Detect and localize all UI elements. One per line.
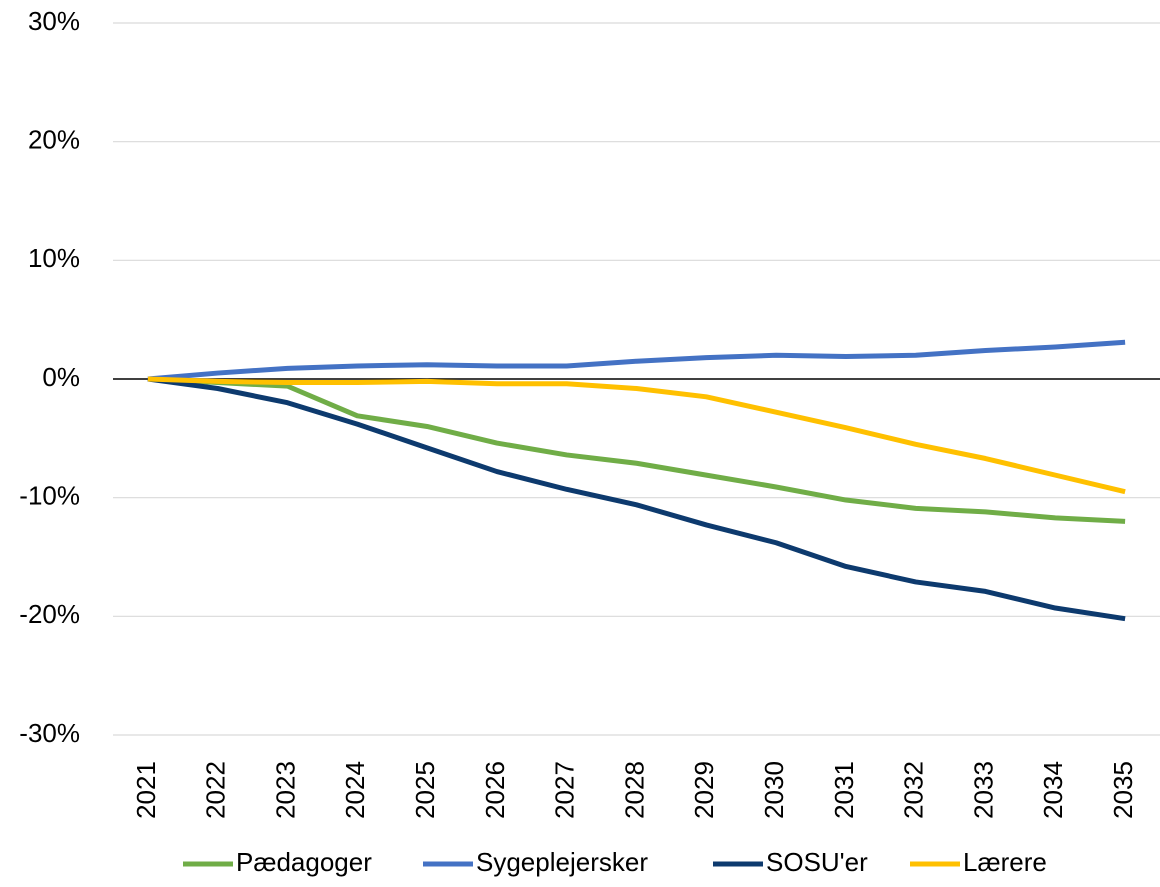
x-tick-label: 2035: [1108, 761, 1138, 819]
series-line: [147, 339, 1126, 382]
x-tick-label: 2028: [619, 761, 649, 819]
series-line: [147, 376, 1126, 495]
series-line: [147, 376, 1126, 524]
x-tick-label: 2031: [829, 761, 859, 819]
legend-label: Pædagoger: [236, 847, 372, 877]
legend-label: Lærere: [963, 847, 1047, 877]
x-tick-label: 2027: [550, 761, 580, 819]
y-tick-label: -20%: [19, 599, 80, 629]
y-tick-label: 10%: [28, 243, 80, 273]
x-tick-label: 2029: [689, 761, 719, 819]
x-tick-label: 2025: [410, 761, 440, 819]
x-tick-label: 2034: [1038, 761, 1068, 819]
x-tick-label: 2021: [131, 761, 161, 819]
x-tick-label: 2022: [201, 761, 231, 819]
legend-label: Sygeplejersker: [476, 847, 648, 877]
x-tick-label: 2024: [340, 761, 370, 819]
series-line: [147, 376, 1126, 622]
y-tick-label: -30%: [19, 718, 80, 748]
legend-label: SOSU'er: [766, 847, 868, 877]
y-tick-label: -10%: [19, 481, 80, 511]
y-tick-label: 20%: [28, 125, 80, 155]
y-tick-label: 0%: [42, 362, 80, 392]
x-tick-label: 2026: [480, 761, 510, 819]
x-tick-label: 2023: [270, 761, 300, 819]
y-tick-label: 30%: [28, 6, 80, 36]
x-tick-label: 2032: [899, 761, 929, 819]
x-tick-label: 2033: [968, 761, 998, 819]
x-tick-label: 2030: [759, 761, 789, 819]
